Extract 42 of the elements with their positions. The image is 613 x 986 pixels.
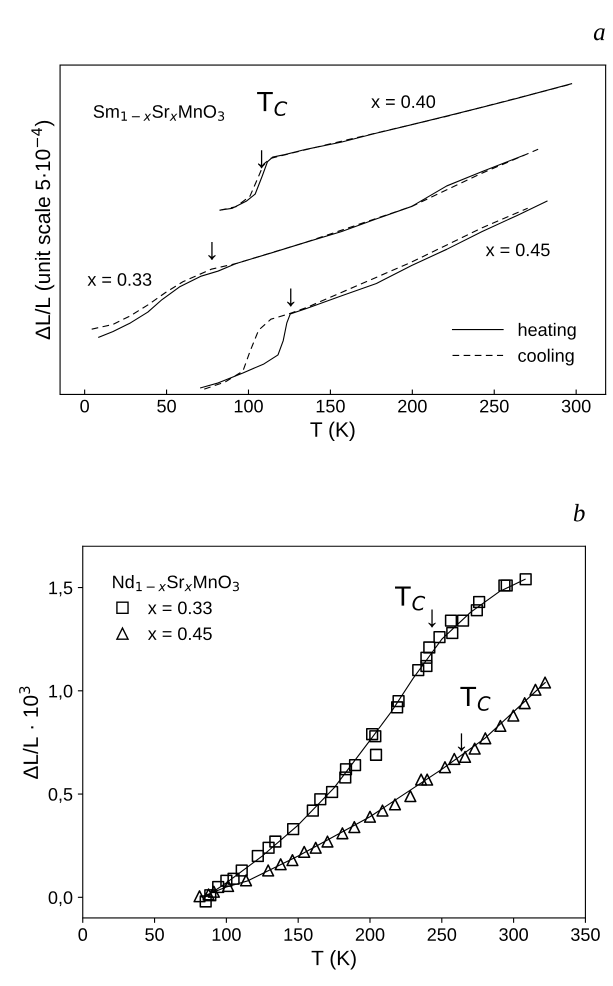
x-axis-title: T (K)	[310, 422, 355, 442]
x-axis-title: T (K)	[312, 950, 356, 970]
x-tick-label: 0	[78, 928, 88, 941]
annotation: ↓	[258, 150, 266, 168]
x-tick-label: 150	[284, 928, 313, 941]
annotation: ↓	[208, 242, 216, 260]
annotation: ↓	[287, 288, 294, 307]
x-tick-label: 200	[356, 928, 384, 941]
legend-title: Nd$_{1−x}$Sr$_{x}$MnO$_{3}$	[113, 575, 239, 592]
y-tick-label: 1,5	[49, 582, 72, 596]
y-tick-label: 0,5	[48, 788, 72, 803]
x-tick-label: 200	[398, 400, 427, 413]
x-tick-label: 300	[499, 928, 528, 941]
legend-label: heating	[518, 322, 576, 340]
legend-label: cooling	[518, 348, 574, 366]
legend-label: x = 0.33	[148, 601, 212, 614]
annotation: T$_{C}$	[460, 686, 490, 711]
x-tick-label: 150	[316, 400, 345, 413]
legend-label: x = 0.45	[148, 627, 212, 640]
annotation: ↓	[428, 609, 436, 628]
x-tick-label: 250	[428, 928, 456, 941]
x-tick-label: 50	[157, 400, 176, 413]
annotation: ↓	[458, 733, 466, 752]
x-tick-label: 250	[480, 400, 509, 413]
x-tick-label: 300	[562, 400, 591, 413]
chart-title: b	[574, 504, 585, 522]
y-tick-label: 0,0	[48, 891, 72, 906]
x-tick-label: 100	[212, 928, 241, 941]
annotation: x = 0.40	[371, 95, 436, 108]
x-tick-label: 0	[80, 400, 89, 413]
annotation: T$_{C}$	[257, 92, 288, 116]
annotation: x = 0.33	[88, 273, 152, 286]
annotation: Sm$_{1−x}$Sr$_{x}$MnO$_{3}$	[94, 105, 224, 121]
annotation: T$_{C}$	[395, 586, 426, 610]
annotation: x = 0.45	[486, 243, 550, 256]
x-tick-label: 50	[145, 928, 164, 941]
y-axis-title: ΔL/L (unit scale 5·10$^{−4}$)	[31, 120, 54, 340]
y-axis-title: ΔL/L · 10$^{3}$	[19, 686, 38, 779]
x-tick-label: 350	[571, 928, 600, 941]
y-tick-label: 1,0	[49, 684, 72, 700]
chart-title: a	[594, 28, 605, 40]
x-tick-label: 100	[234, 400, 263, 413]
